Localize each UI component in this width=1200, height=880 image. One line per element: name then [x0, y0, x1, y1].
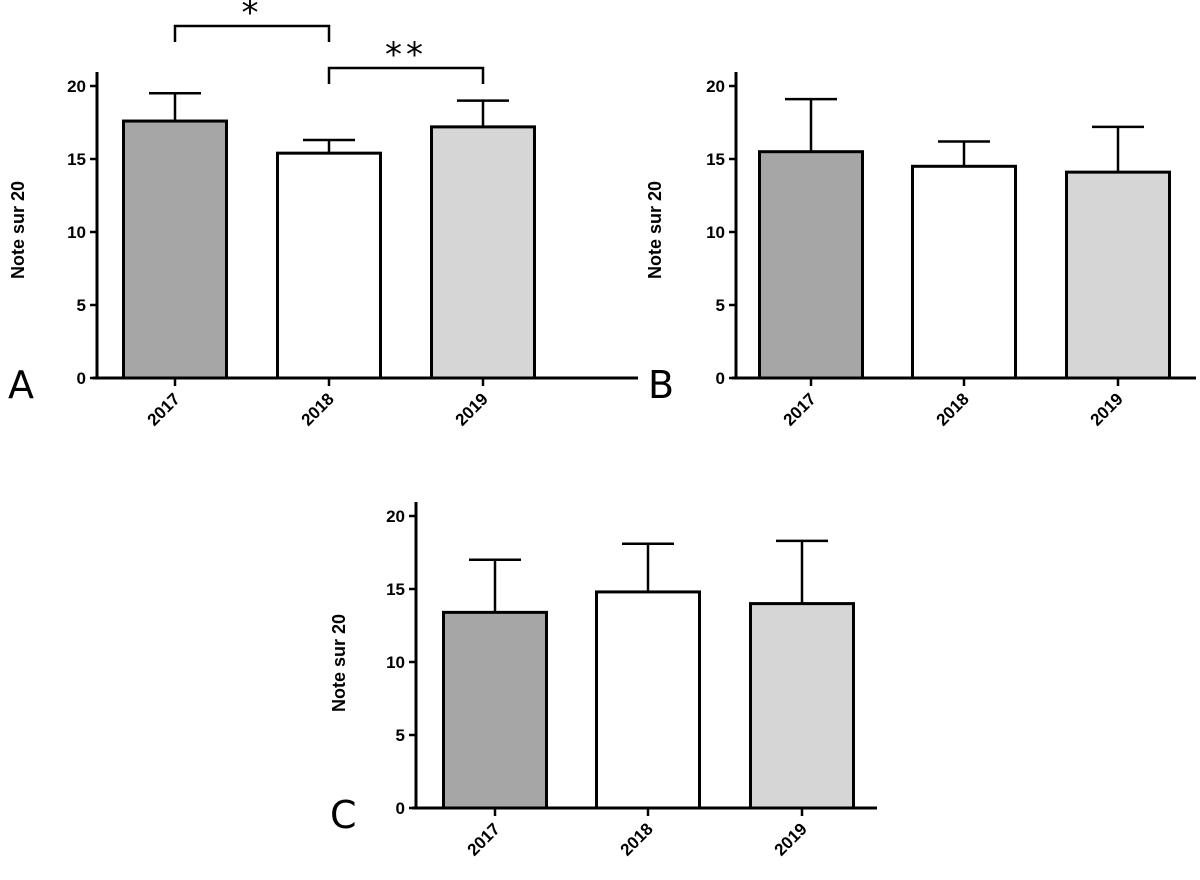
y-tick-label: 15 [67, 150, 86, 169]
bar-2018 [595, 590, 701, 810]
x-tick-label-2017: 2017 [144, 389, 184, 429]
bar-2019 [749, 602, 855, 810]
y-tick-label: 5 [77, 296, 86, 315]
y-tick-label: 0 [77, 369, 86, 388]
significance-label: ** [385, 35, 427, 75]
y-axis-label: Note sur 20 [8, 181, 28, 279]
panel-b: 0 5 10 15 20 2017 2018 2019 Note sur 20 B [645, 72, 1196, 430]
x-tick-label-2019: 2019 [771, 819, 811, 859]
x-tick-label-2017: 2017 [780, 389, 820, 429]
y-tick-label: 10 [67, 223, 86, 242]
y-tick-label: 5 [716, 296, 725, 315]
x-tick-label-2019: 2019 [1087, 389, 1127, 429]
x-tick-label-2018: 2018 [933, 389, 973, 429]
y-tick-label: 15 [706, 150, 725, 169]
x-tick-label-2019: 2019 [452, 389, 492, 429]
y-tick-label: 20 [67, 77, 86, 96]
bar-2017 [758, 150, 864, 380]
bar-2018 [911, 164, 1017, 380]
panel-c: 0 5 10 15 20 2017 2018 2019 Note sur 20 C [329, 502, 877, 860]
y-axis-label: Note sur 20 [329, 614, 349, 712]
bar-2017 [442, 610, 548, 810]
x-tick-label-2017: 2017 [464, 819, 504, 859]
y-tick-label: 20 [706, 77, 725, 96]
panel-letter: A [8, 363, 34, 407]
y-tick-label: 5 [396, 726, 405, 745]
bar-2018 [276, 151, 382, 380]
y-tick-label: 0 [396, 799, 405, 818]
bar-2019 [1065, 170, 1171, 380]
y-tick-label: 15 [386, 580, 405, 599]
y-axis-label: Note sur 20 [645, 181, 665, 279]
y-tick-label: 10 [386, 653, 405, 672]
significance-bracket [327, 66, 485, 84]
y-tick-label: 20 [386, 507, 405, 526]
y-tick-label: 10 [706, 223, 725, 242]
panel-letter: B [648, 363, 674, 407]
bar-2019 [430, 125, 536, 380]
x-tick-label-2018: 2018 [617, 819, 657, 859]
y-tick-label: 0 [716, 369, 725, 388]
bar-2017 [122, 119, 228, 380]
x-tick-label-2018: 2018 [298, 389, 338, 429]
significance-bracket [173, 24, 331, 42]
significance-label: * [242, 0, 263, 33]
panel-letter: C [330, 793, 357, 837]
